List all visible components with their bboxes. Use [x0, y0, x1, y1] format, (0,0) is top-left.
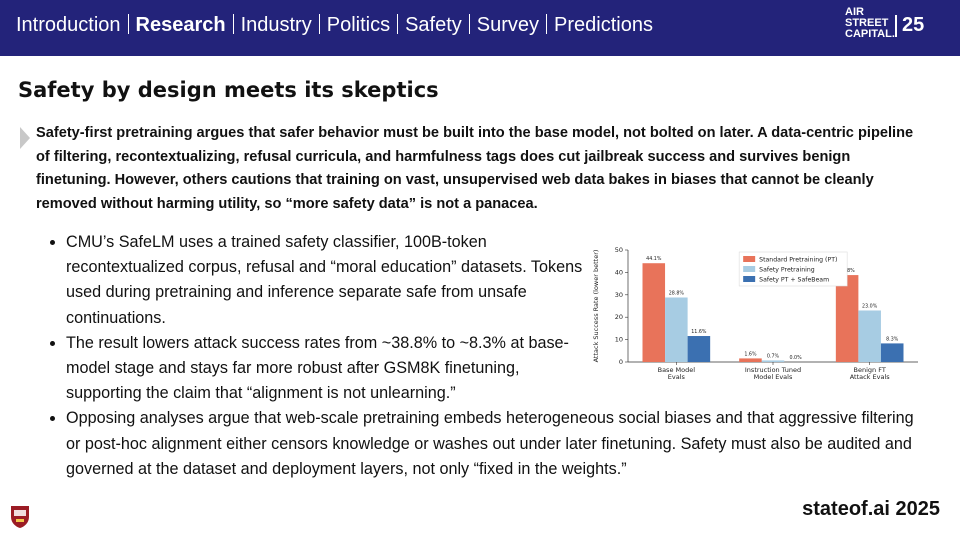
shield-icon: [11, 506, 29, 528]
nav-separator: [318, 14, 320, 34]
value-label: 0.0%: [789, 355, 802, 361]
bar: [880, 343, 904, 362]
value-label: 23.0%: [862, 303, 878, 309]
footer: stateof.ai 2025: [802, 498, 940, 520]
value-label: 8.3%: [886, 336, 899, 342]
y-tick-label: 50: [615, 246, 623, 254]
summary: Safety-first pretraining argues that saf…: [36, 125, 914, 213]
nav: Introduction Research Industry Politics Safe…: [16, 14, 653, 37]
nav-item: Introduction: [16, 14, 121, 36]
nav-item: Survey: [476, 14, 540, 36]
legend-swatch: [743, 256, 756, 262]
nav-separator: [468, 14, 470, 34]
bar: [642, 263, 666, 362]
y-tick-label: 30: [615, 291, 623, 299]
y-tick-label: 0: [619, 358, 623, 366]
legend-swatch: [743, 276, 756, 282]
nav-item: Predictions: [554, 14, 653, 36]
legend-label: Standard Pretraining (PT): [759, 257, 837, 264]
y-tick-label: 10: [615, 336, 623, 344]
bar: [665, 297, 688, 362]
x-tick-label: Instruction Tuned Model Evals: [745, 366, 801, 381]
value-label: 44.1%: [646, 256, 662, 262]
nav-item: Industry: [240, 14, 312, 36]
chart: Attack Success Rate (lower better) 0 10 20 3…: [592, 246, 918, 381]
nav-item: Safety: [405, 14, 462, 36]
bar: [835, 275, 859, 362]
nav-item: Politics: [326, 14, 391, 36]
value-label: 11.6%: [691, 329, 707, 335]
title: Safety by design meets its skeptics: [18, 78, 439, 102]
nav-item: Research: [135, 14, 226, 36]
bullet-list: CMU’s SafeLM uses a trained safety class…: [38, 230, 916, 482]
logo-line: CAPITAL.: [845, 28, 895, 40]
bullet: CMU’s SafeLM uses a trained safety class…: [66, 230, 586, 331]
bullet: The result lowers attack success rates f…: [66, 331, 586, 407]
divider: [895, 15, 897, 37]
logo-line: STREET: [845, 17, 889, 29]
legend-swatch: [743, 266, 756, 272]
bar: [761, 360, 785, 362]
header: Introduction Research Industry Politics Safe…: [0, 0, 960, 56]
bar: [739, 358, 762, 362]
x-tick-label: Base Model Evals: [658, 366, 696, 381]
bullet: Opposing analyses argue that web-scale p…: [66, 406, 916, 482]
logo-line: AIR: [845, 6, 864, 18]
nav-separator: [232, 14, 234, 34]
y-axis-label: Attack Success Rate (lower better): [592, 250, 600, 363]
legend-label: Safety PT + SafeBeam: [759, 277, 829, 284]
bar: [858, 310, 881, 362]
page-number: 25: [902, 14, 925, 36]
logo: AIR STREET CAPITAL.: [845, 7, 895, 40]
value-label: 28.8%: [669, 290, 685, 296]
legend-label: Safety Pretraining: [759, 267, 815, 274]
nav-separator: [546, 14, 548, 34]
x-tick-label: Benign FT Attack Evals: [850, 366, 891, 381]
y-tick-label: 20: [615, 313, 623, 321]
y-tick-label: 40: [615, 268, 623, 276]
marker: [20, 127, 30, 149]
nav-separator: [397, 14, 399, 34]
nav-separator: [127, 14, 129, 34]
bar: [687, 336, 711, 362]
legend-frame: [738, 251, 848, 287]
value-label: 0.7%: [767, 353, 780, 359]
value-label: 1.6%: [744, 351, 757, 357]
